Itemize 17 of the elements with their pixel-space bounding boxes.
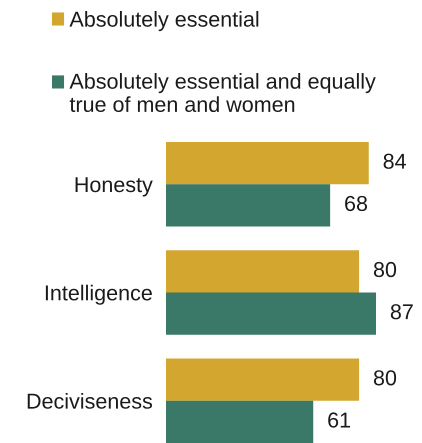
legend-label: Absolutely essential and equally true of men and women [69,73,376,112]
bar [166,142,369,184]
data-label: 80 [374,262,396,278]
bar [166,292,376,335]
data-label: 68 [345,196,368,212]
bar [166,184,330,226]
bar [166,250,360,292]
data-label: 61 [328,412,350,428]
data-label: 87 [390,304,413,320]
bar [166,358,360,401]
data-label: 80 [374,370,396,386]
y-tick-label: Deciviseness [28,392,152,409]
y-tick-label: Intelligence [46,284,152,305]
y-tick-label: Honesty [76,177,153,196]
bar [166,400,314,443]
data-label: 84 [384,154,406,169]
legend-label: Absolutely essential [69,11,258,32]
